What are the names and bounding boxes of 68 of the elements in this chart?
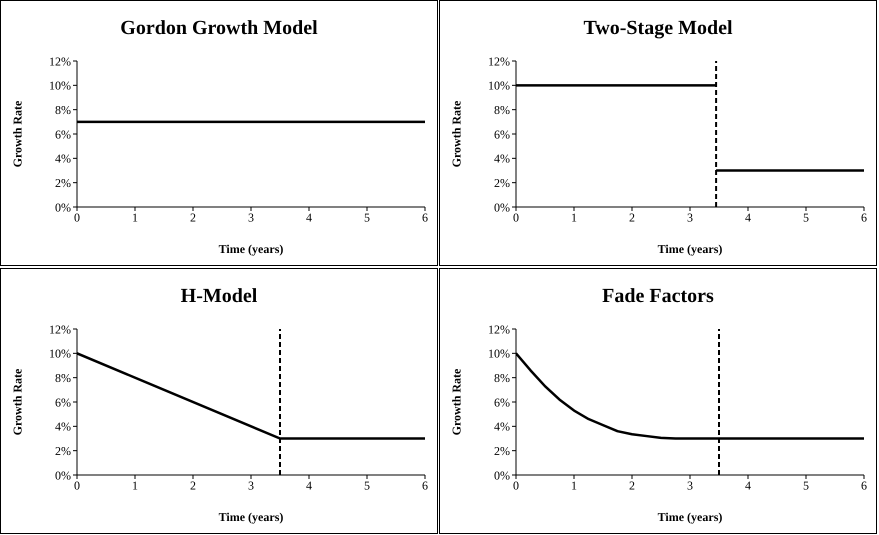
y-tick-label: 2%: [55, 444, 71, 458]
y-tick-label: 8%: [55, 370, 71, 385]
y-tick-label: 0%: [494, 200, 510, 214]
x-tick-label: 6: [422, 210, 428, 225]
y-tick-label: 0%: [55, 468, 71, 482]
x-tick-label: 5: [364, 210, 370, 225]
y-tick-label: 4%: [494, 420, 510, 434]
y-tick-label: 12%: [49, 54, 71, 68]
x-tick-label: 1: [571, 478, 577, 493]
x-axis-title: Time (years): [218, 242, 284, 256]
y-tick-label: 8%: [494, 370, 510, 385]
y-tick-label: 8%: [55, 102, 71, 117]
chart-title: H-Model: [180, 285, 258, 309]
y-tick-label: 4%: [494, 152, 510, 166]
y-tick-label: 8%: [494, 102, 510, 117]
y-tick-label: 2%: [55, 176, 71, 190]
y-axis-title: Growth Rate: [10, 368, 24, 436]
y-tick-label: 10%: [49, 346, 71, 361]
y-tick-label: 6%: [494, 395, 510, 410]
x-tick-label: 0: [513, 210, 519, 225]
x-tick-label: 0: [74, 478, 80, 493]
x-tick-label: 4: [745, 210, 751, 225]
y-tick-label: 12%: [488, 322, 510, 336]
x-tick-label: 4: [306, 478, 312, 493]
y-tick-label: 10%: [49, 78, 71, 93]
y-tick-label: 6%: [494, 127, 510, 142]
y-tick-label: 6%: [55, 395, 71, 410]
x-tick-label: 6: [861, 210, 867, 225]
x-tick-label: 0: [513, 478, 519, 493]
y-tick-label: 4%: [55, 152, 71, 166]
x-tick-label: 2: [190, 210, 196, 225]
x-tick-label: 2: [629, 210, 635, 225]
y-tick-label: 10%: [488, 346, 510, 361]
chart-title: Fade Factors: [601, 285, 715, 309]
x-tick-label: 2: [629, 478, 635, 493]
x-tick-label: 5: [803, 210, 809, 225]
y-tick-label: 4%: [55, 420, 71, 434]
x-tick-label: 5: [364, 478, 370, 493]
y-tick-label: 2%: [494, 176, 510, 190]
x-tick-label: 0: [74, 210, 80, 225]
x-tick-label: 3: [687, 210, 693, 225]
x-tick-label: 1: [571, 210, 577, 225]
x-tick-label: 2: [190, 478, 196, 493]
x-tick-label: 3: [687, 478, 693, 493]
x-tick-label: 4: [306, 210, 312, 225]
x-axis-title: Time (years): [658, 510, 722, 524]
x-tick-label: 5: [803, 478, 809, 493]
y-tick-label: 12%: [49, 322, 71, 336]
y-tick-label: 0%: [494, 468, 510, 482]
y-tick-label: 10%: [488, 78, 510, 93]
x-tick-label: 6: [422, 478, 428, 493]
chart-title: Two-Stage Model: [582, 17, 734, 41]
x-tick-label: 3: [248, 478, 254, 493]
y-axis-title: Growth Rate: [449, 368, 464, 436]
y-axis-title: Growth Rate: [449, 100, 464, 168]
y-tick-label: 0%: [55, 200, 71, 214]
x-axis-title: Time (years): [658, 242, 722, 256]
x-tick-label: 1: [132, 210, 138, 225]
x-tick-label: 4: [745, 478, 751, 493]
chart-title: Gordon Growth Model: [119, 17, 319, 41]
y-tick-label: 6%: [55, 127, 71, 142]
x-tick-label: 1: [132, 478, 138, 493]
x-tick-label: 6: [861, 478, 867, 493]
y-axis-title: Growth Rate: [10, 100, 24, 168]
y-tick-label: 12%: [488, 54, 510, 68]
x-tick-label: 3: [248, 210, 254, 225]
y-tick-label: 2%: [494, 444, 510, 458]
x-axis-title: Time (years): [218, 510, 284, 524]
